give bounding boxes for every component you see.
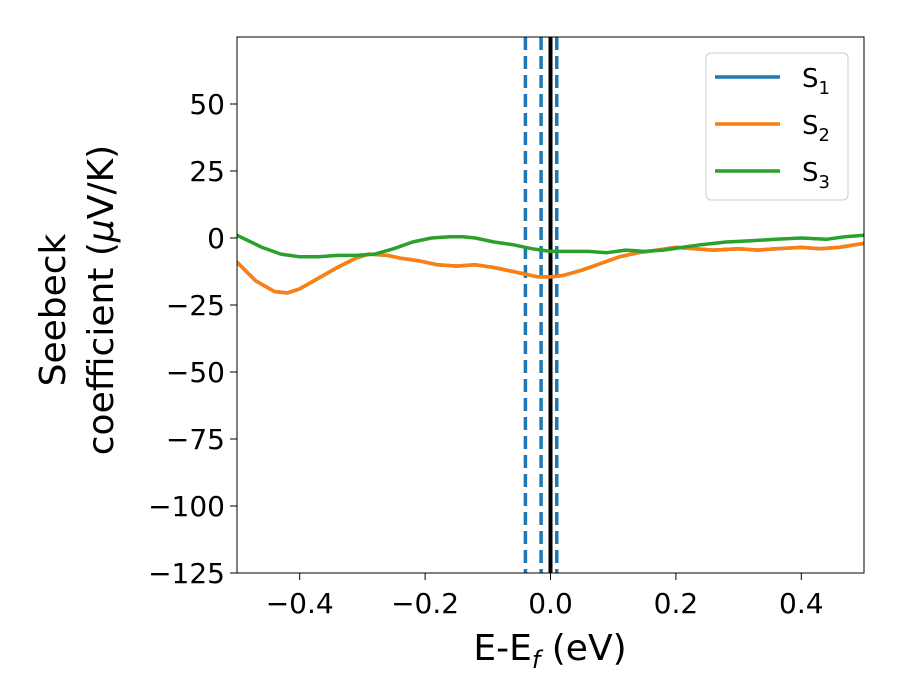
series-line-s3 bbox=[237, 233, 864, 259]
x-tick-label: −0.4 bbox=[266, 587, 334, 620]
y-tick-label: −125 bbox=[148, 557, 225, 590]
legend: S1 S2 S3 bbox=[705, 52, 849, 201]
vertical-reference-lines bbox=[523, 37, 559, 573]
y-tick-label: 0 bbox=[207, 222, 225, 255]
legend-label-s1: S1 bbox=[802, 64, 830, 99]
y-tick-label: −100 bbox=[148, 490, 225, 523]
y-axis-label-line1: Seebeck bbox=[33, 233, 74, 386]
y-tick-label: 25 bbox=[189, 155, 225, 188]
x-tick-label: 0.0 bbox=[528, 587, 573, 620]
series-lines bbox=[237, 233, 864, 295]
y-axis-label: Seebeck coefficient (μV/K) bbox=[33, 145, 122, 455]
y-tick-label: −75 bbox=[166, 423, 225, 456]
x-axis-label: E-Ef (eV) bbox=[473, 628, 626, 674]
y-tick-label: −25 bbox=[166, 289, 225, 322]
x-tick-label: 0.2 bbox=[654, 587, 699, 620]
y-axis-ticks: 50 25 0 −25 −50 −75 −100 −125 bbox=[148, 88, 237, 590]
x-tick-label: 0.4 bbox=[779, 587, 824, 620]
y-tick-label: −50 bbox=[166, 356, 225, 389]
legend-box bbox=[705, 52, 849, 201]
y-axis-label-line2: coefficient (μV/K) bbox=[81, 145, 122, 455]
series-line-s2 bbox=[237, 241, 864, 295]
x-tick-label: −0.2 bbox=[391, 587, 459, 620]
legend-label-s3: S3 bbox=[802, 158, 830, 193]
legend-label-s2: S2 bbox=[802, 111, 830, 146]
x-axis-ticks: −0.4 −0.2 0.0 0.2 0.4 bbox=[266, 573, 824, 620]
y-tick-label: 50 bbox=[189, 88, 225, 121]
